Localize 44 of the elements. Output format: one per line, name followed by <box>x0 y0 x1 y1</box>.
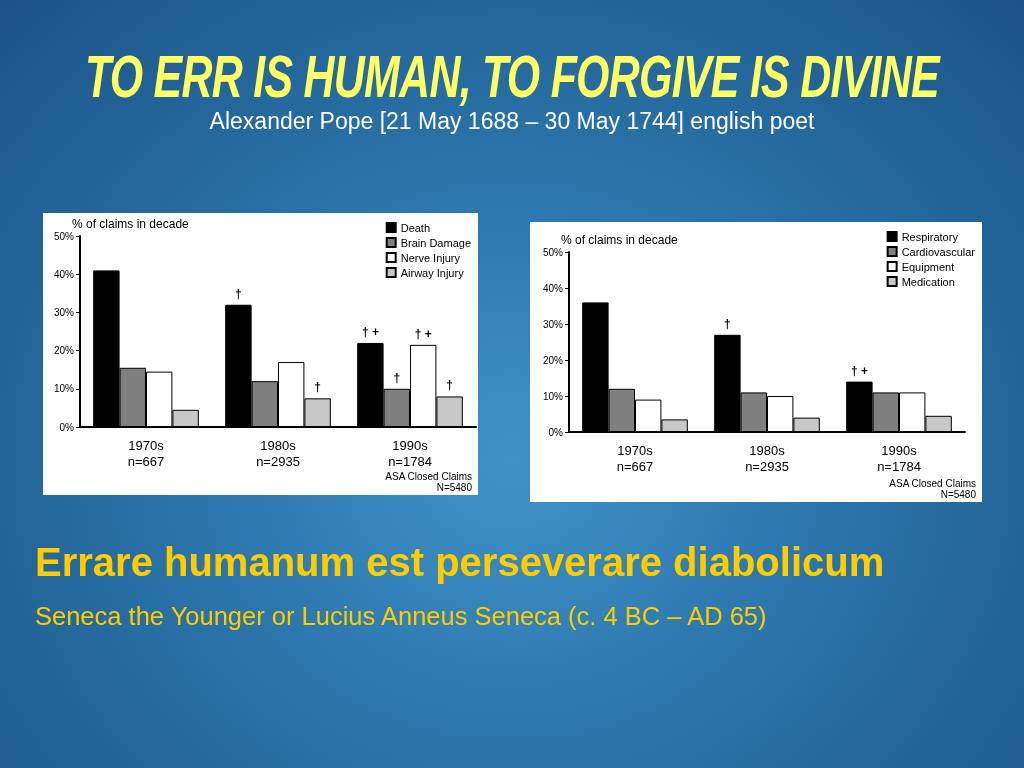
x-tick-label: 1970s n=667 <box>616 442 654 474</box>
data-label: † + <box>414 326 432 341</box>
text: ASA Closed Claims <box>889 477 976 489</box>
y-axis-title: % of claims in decade <box>561 233 679 247</box>
legend-label: Cardiovascular <box>901 245 976 258</box>
x-tick-label: 1970s n=667 <box>127 437 165 469</box>
y-tick-label: 20% <box>542 354 564 366</box>
data-label: † + <box>361 324 379 339</box>
y-axis-title: % of claims in decade <box>72 217 190 231</box>
y-tick-label: 10% <box>542 390 564 402</box>
y-tick-label: 40% <box>53 268 75 280</box>
data-label: † <box>446 378 453 393</box>
y-tick-label: 30% <box>542 318 564 330</box>
data-label: † <box>314 380 321 395</box>
x-tick-label: 1990s n=1784 <box>877 442 921 474</box>
text: Errare humanum est perseverare diabolicum <box>35 540 885 584</box>
legend-label: Respiratory <box>901 230 959 243</box>
y-tick-label: 0% <box>548 426 564 438</box>
data-label: † <box>393 370 401 385</box>
x-tick-label: 1990s n=1784 <box>388 437 432 469</box>
legend-label: Death <box>400 221 431 234</box>
data-label: † + <box>850 363 868 378</box>
text: TO ERR IS HUMAN, TO FORGIVE IS DIVINE <box>85 43 939 110</box>
data-label: † <box>235 286 242 301</box>
text: Alexander Pope [21 May 1688 – 30 May 1744] english poet <box>208 108 816 134</box>
y-tick-label: 50% <box>542 246 564 258</box>
legend-label: Nerve Injury <box>400 251 461 264</box>
y-tick-label: 10% <box>53 383 75 395</box>
legend-label: Equipment <box>901 260 955 273</box>
x-tick-label: 1980s n=2935 <box>745 442 789 474</box>
y-tick-label: 40% <box>542 282 564 294</box>
text: N=5480 <box>940 488 977 500</box>
x-tick-label: 1980s n=2935 <box>256 437 300 469</box>
legend-label: Medication <box>901 275 955 288</box>
data-label: † <box>724 316 731 331</box>
y-tick-label: 50% <box>53 230 75 242</box>
y-tick-label: 20% <box>53 345 75 357</box>
text: Seneca the Younger or Lucius Anneus Seneca (c. 4 BC – AD 65) <box>35 601 768 631</box>
legend-label: Brain Damage <box>400 236 472 249</box>
text: N=5480 <box>436 481 473 493</box>
y-tick-label: 0% <box>59 421 75 433</box>
legend-label: Airway Injury <box>400 266 465 279</box>
y-tick-label: 30% <box>53 306 75 318</box>
text: ASA Closed Claims <box>385 470 472 482</box>
